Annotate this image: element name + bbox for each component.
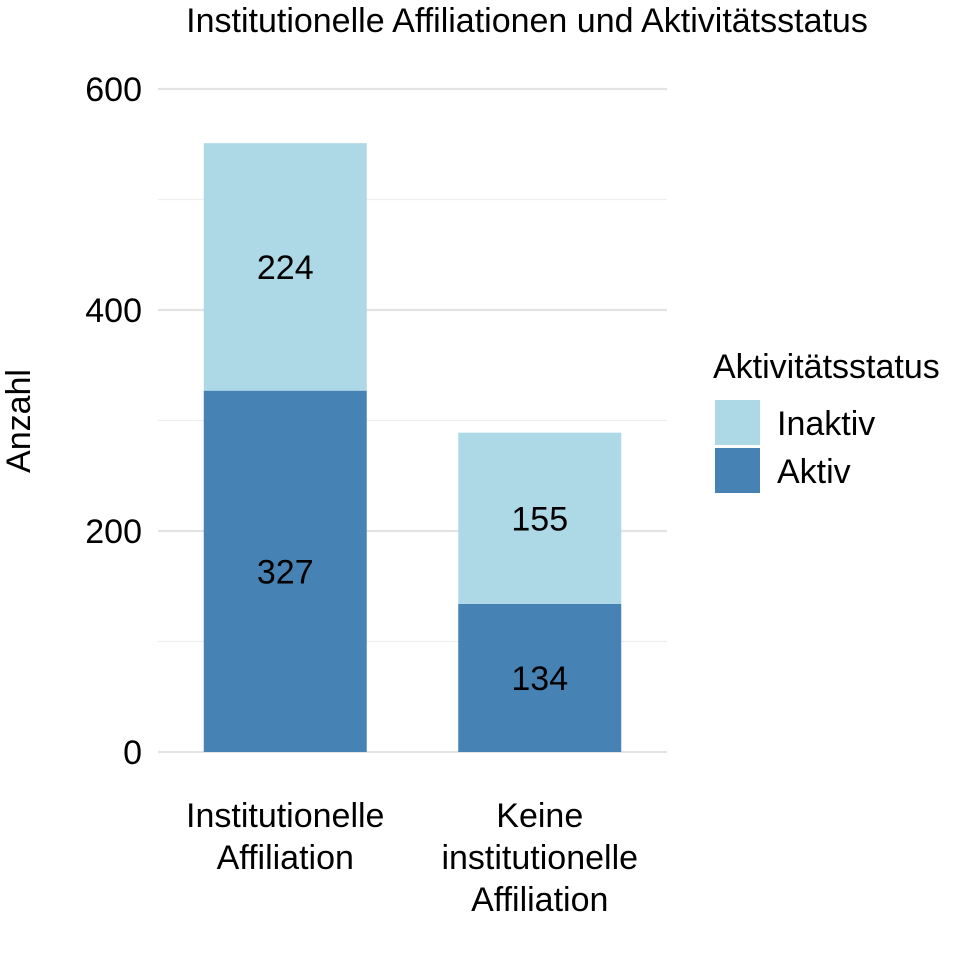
- legend-label: Aktiv: [777, 453, 851, 491]
- legend-entries: Inaktiv Aktiv: [715, 400, 875, 493]
- y-tick-label: 200: [85, 513, 142, 551]
- y-tick-label: 400: [85, 292, 142, 330]
- y-tick-label: 0: [123, 734, 142, 772]
- legend-key-aktiv: [715, 448, 760, 493]
- x-category-label: Institutionelle Affiliation: [186, 797, 384, 877]
- bar-value-labels: 327 224 134 155: [257, 249, 568, 698]
- bar-segment-aktiv: [203, 390, 367, 752]
- legend-title: Aktivitätsstatus: [713, 348, 940, 386]
- bars: [203, 143, 622, 752]
- y-tick-label: 600: [85, 71, 142, 109]
- chart-title: Institutionelle Affiliationen und Aktivi…: [186, 2, 868, 40]
- y-axis-title: Anzahl: [0, 369, 38, 473]
- bar-segment-aktiv: [458, 603, 622, 752]
- y-axis-tick-labels: 0 200 400 600: [85, 71, 142, 772]
- bar-value-label: 224: [257, 249, 314, 287]
- legend: Aktivitätsstatus Inaktiv Aktiv: [713, 348, 940, 493]
- bar-value-label: 327: [257, 553, 314, 591]
- bar-value-label: 134: [511, 660, 568, 698]
- bar-segment-inaktiv: [203, 143, 367, 391]
- bar-segment-inaktiv: [458, 432, 622, 604]
- legend-label: Inaktiv: [777, 405, 875, 443]
- x-axis-category-labels: Institutionelle Affiliation Keine instituti…: [186, 797, 638, 919]
- legend-key-inaktiv: [715, 400, 760, 445]
- bar-value-label: 155: [511, 500, 568, 538]
- x-category-label: Keine institutionelle Affiliation: [441, 797, 638, 919]
